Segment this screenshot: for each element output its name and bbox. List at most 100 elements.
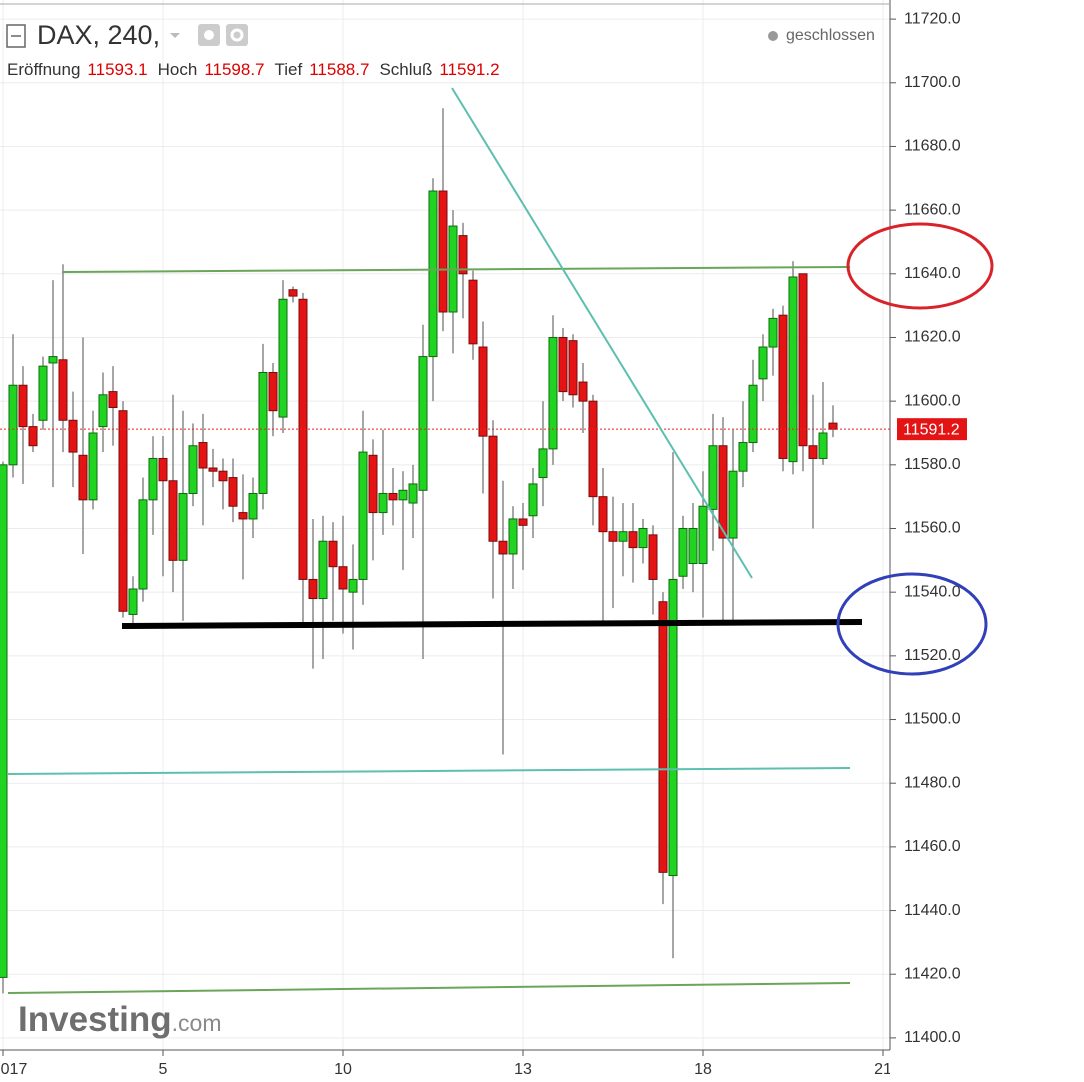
dropdown-icon[interactable]: [170, 33, 180, 38]
candle-body: [498, 540, 508, 555]
candle-body: [598, 496, 608, 533]
axes: 11400.0 11420.0 11440.0 11460.0 11480.0 11500…: [1, 10, 967, 1078]
y-tick-label: 11680.0: [904, 138, 961, 155]
ohlc-value: 11588.7: [309, 60, 369, 79]
candle-body: [118, 410, 128, 612]
candle-body: [698, 505, 708, 565]
candle-body: [478, 346, 488, 437]
candle-body: [258, 371, 268, 494]
candle-body: [808, 445, 818, 459]
x-tick-label: 017: [1, 1061, 28, 1078]
ohlc-label: Tief: [275, 60, 303, 79]
candle-body: [278, 298, 288, 418]
candle-body: [238, 512, 248, 520]
y-tick-label: 11620.0: [904, 329, 961, 346]
candle-body: [438, 190, 448, 313]
ohlc-value: 11598.7: [204, 60, 264, 79]
candle-body: [558, 336, 568, 393]
y-tick-label: 11640.0: [904, 265, 961, 282]
candle-body: [188, 445, 198, 494]
y-tick-label: 11720.0: [904, 10, 961, 27]
x-tick-label: 13: [514, 1061, 532, 1078]
candle-body: [148, 457, 158, 501]
candle-body: [78, 454, 88, 501]
candle-body: [228, 477, 238, 507]
candle-body: [38, 365, 48, 421]
candle-body: [18, 384, 28, 428]
y-tick-label: 11700.0: [904, 74, 961, 91]
candle-body: [68, 419, 78, 453]
last-price-box: [897, 418, 967, 441]
support-line: [121, 619, 863, 629]
candle-body: [568, 340, 578, 396]
y-tick-label: 11600.0: [904, 392, 961, 409]
candle-body: [688, 528, 698, 565]
status-dot: [768, 31, 778, 41]
candle-body: [0, 464, 8, 978]
x-tick-label: 5: [159, 1061, 168, 1078]
ohlc-value: 11591.2: [439, 60, 499, 79]
candle-body: [358, 451, 368, 580]
candle-body: [408, 483, 418, 504]
candle-body: [798, 273, 808, 447]
candle-body: [748, 384, 758, 444]
candle-body: [628, 531, 638, 549]
candle-body: [508, 518, 518, 555]
ohlc-label: Hoch: [158, 60, 198, 79]
candle-body: [758, 346, 768, 380]
candle-body: [638, 528, 648, 549]
candle-body: [468, 279, 478, 345]
y-tick-label: 11400.0: [904, 1029, 961, 1046]
candle-body: [268, 371, 278, 412]
ohlc-label: Schluß: [379, 60, 432, 79]
candle-body: [388, 492, 398, 501]
candle-body: [208, 467, 218, 472]
channel-line: [7, 767, 851, 775]
collapse-icon[interactable]: [6, 24, 26, 48]
candle-body: [528, 483, 538, 517]
trend-line: [451, 87, 753, 579]
y-tick-label: 11460.0: [904, 838, 961, 855]
candles: [0, 108, 890, 994]
candle-body: [178, 492, 188, 561]
candle-body: [728, 470, 738, 539]
watermark-suffix: .com: [172, 1010, 222, 1036]
candle-body: [718, 445, 728, 539]
candle-body: [618, 531, 628, 542]
candle-body: [828, 422, 838, 430]
candle-body: [588, 400, 598, 498]
candle-body: [328, 540, 338, 568]
candle-body: [88, 432, 98, 501]
symbol-title: DAX, 240,: [37, 20, 160, 50]
price-axis-panel: [890, 0, 1084, 1082]
highlight-circle: [836, 572, 988, 676]
candle-body: [348, 578, 358, 593]
settings-icon[interactable]: [226, 24, 248, 46]
candle-body: [738, 442, 748, 472]
candle-body: [8, 384, 18, 466]
header: DAX, 240, Eröffnung 11593.1 Hoch 11598.7 Tie…: [6, 20, 875, 79]
candle-body: [398, 489, 408, 501]
candle-body: [58, 359, 68, 421]
candle-body: [418, 356, 428, 491]
y-tick-label: 11420.0: [904, 965, 961, 982]
ohlc-header: Eröffnung 11593.1 Hoch 11598.7 Tief 11588.7 Sc…: [7, 60, 500, 79]
candle-body: [198, 442, 208, 469]
y-tick-label: 11540.0: [904, 583, 961, 600]
candle-body: [28, 426, 38, 447]
candle-body: [108, 391, 118, 409]
candle-body: [778, 314, 788, 459]
watermark: Investing.com: [18, 1000, 221, 1039]
candle-body: [158, 457, 168, 482]
drawings: [7, 87, 863, 994]
candle-body: [378, 492, 388, 514]
settings-icon: [230, 28, 244, 42]
candle-body: [428, 190, 438, 358]
y-tick-label: 11660.0: [904, 201, 961, 218]
candle-body: [98, 394, 108, 428]
candle-body: [708, 445, 718, 510]
candle-body: [648, 534, 658, 580]
y-tick-label: 11500.0: [904, 711, 961, 728]
last-price-label: 11591.2: [903, 421, 960, 438]
candle-body: [338, 566, 348, 590]
